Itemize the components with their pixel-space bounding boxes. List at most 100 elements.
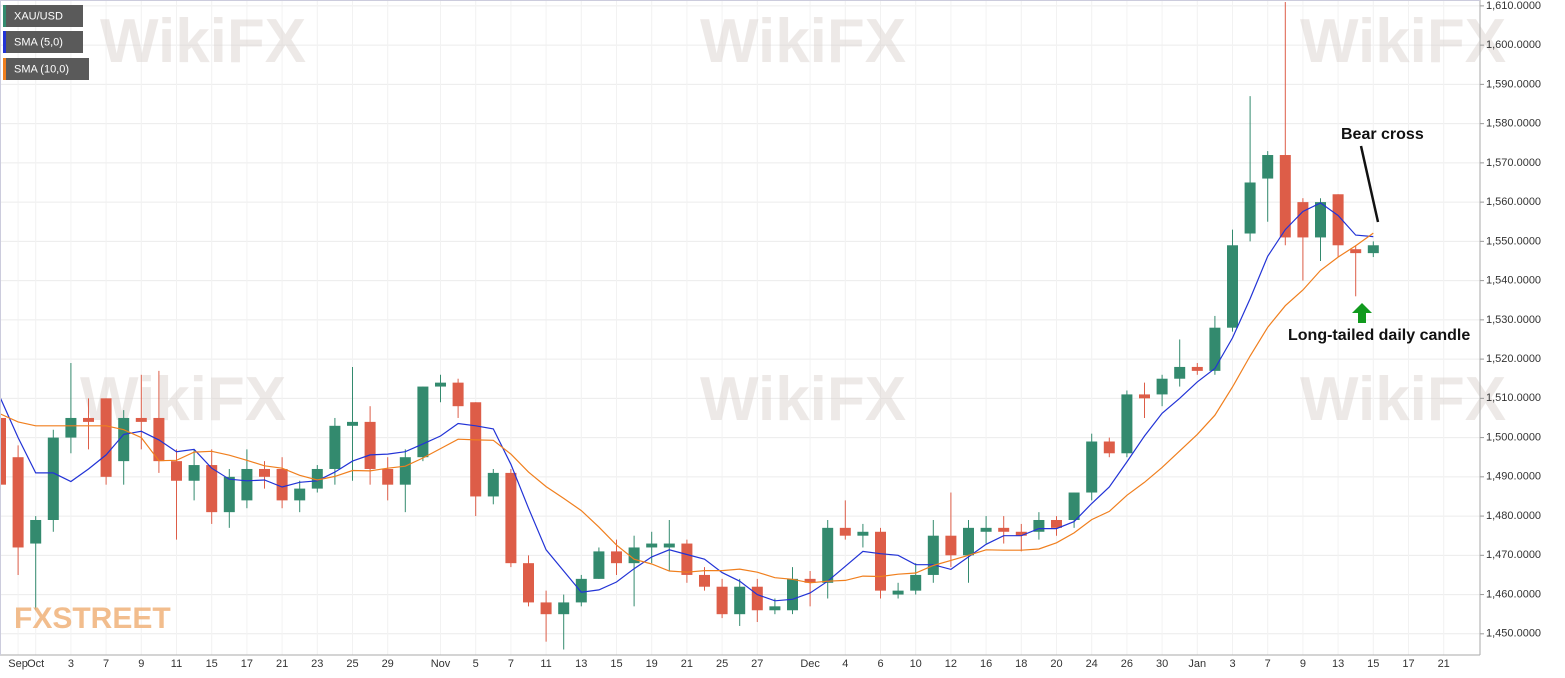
legend-label: SMA (5,0) <box>14 36 63 48</box>
candle-body <box>1244 182 1256 234</box>
candle-body <box>347 421 358 426</box>
x-tick-label: 16 <box>980 658 992 670</box>
x-tick-label: 21 <box>276 658 288 670</box>
watermark: WikiFX <box>1300 7 1506 76</box>
candle-body <box>1015 531 1027 536</box>
candle-body <box>259 468 270 477</box>
watermark: WikiFX <box>700 365 906 434</box>
candle-body <box>963 527 974 556</box>
candle-body <box>1051 519 1062 528</box>
legend-swatch <box>3 31 6 53</box>
x-tick-label: 5 <box>473 658 479 670</box>
x-tick-label: 19 <box>646 658 658 670</box>
candle-body <box>65 417 77 438</box>
x-tick-label: 25 <box>346 658 358 670</box>
y-tick-label: 1,490.0000 <box>1486 471 1541 483</box>
candle-body <box>751 586 763 611</box>
candle-body <box>135 417 147 422</box>
candle-body <box>857 531 869 536</box>
x-tick-label: 7 <box>103 658 109 670</box>
x-tick-label: 9 <box>1300 658 1306 670</box>
candle-body <box>910 574 922 591</box>
x-tick-label: 23 <box>311 658 323 670</box>
x-tick-label: Oct <box>27 658 44 670</box>
x-tick-label: 21 <box>681 658 693 670</box>
candle-body <box>118 417 130 462</box>
plot-area <box>0 1 1379 650</box>
candle-body <box>1086 441 1098 493</box>
candle-body <box>1332 194 1344 246</box>
candle-body <box>1121 394 1133 454</box>
candle-body <box>1103 441 1115 454</box>
candle-body <box>681 543 693 575</box>
x-tick-label: 6 <box>877 658 883 670</box>
x-tick-label: 9 <box>138 658 144 670</box>
y-tick-label: 1,600.0000 <box>1486 39 1541 51</box>
x-tick-label: 21 <box>1438 658 1450 670</box>
legend: XAU/USD SMA (5,0) SMA (10,0) <box>3 5 89 80</box>
x-tick-label: 17 <box>241 658 253 670</box>
candle-body <box>188 465 200 481</box>
candle-body <box>945 535 957 556</box>
x-tick-label: 29 <box>382 658 394 670</box>
x-tick-label: 26 <box>1121 658 1133 670</box>
sma-line <box>0 202 1374 602</box>
candle-body <box>1191 366 1203 371</box>
y-tick-label: 1,580.0000 <box>1486 118 1541 130</box>
candle-body <box>540 602 552 615</box>
candle-body <box>1174 366 1186 379</box>
candle-body <box>399 457 411 485</box>
x-tick-label: 4 <box>842 658 848 670</box>
candle-body <box>12 457 24 548</box>
candle-body <box>1139 394 1150 399</box>
y-tick-label: 1,470.0000 <box>1486 549 1541 561</box>
candle-body <box>575 578 587 603</box>
y-tick-label: 1,560.0000 <box>1486 196 1541 208</box>
legend-label: SMA (10,0) <box>14 63 69 75</box>
candle-body <box>646 543 658 548</box>
y-tick-label: 1,520.0000 <box>1486 353 1541 365</box>
x-tick-label: Dec <box>800 658 820 670</box>
candle-body <box>241 468 253 501</box>
x-tick-label: Nov <box>431 658 451 670</box>
candle-body <box>1350 249 1362 254</box>
x-tick-label: 24 <box>1086 658 1098 670</box>
x-tick-label: 17 <box>1402 658 1414 670</box>
x-tick-label: 10 <box>910 658 922 670</box>
candle-body <box>1068 492 1080 520</box>
legend-swatch <box>3 5 6 27</box>
x-tick-label: 12 <box>945 658 957 670</box>
candle-body <box>1262 155 1274 179</box>
x-tick-label: 25 <box>716 658 728 670</box>
candle-body <box>171 461 182 481</box>
candle-body <box>980 527 992 532</box>
sma-line <box>0 232 1374 584</box>
candle-body <box>206 465 218 513</box>
candle-body <box>30 519 42 544</box>
x-tick-label: 11 <box>540 658 551 670</box>
x-tick-label: 11 <box>171 658 182 670</box>
legend-box <box>3 5 83 27</box>
candle-body <box>769 606 781 611</box>
x-tick-label: 27 <box>751 658 763 670</box>
candle-body <box>1156 378 1168 395</box>
y-tick-label: 1,510.0000 <box>1486 392 1541 404</box>
watermark: WikiFX <box>700 7 906 76</box>
y-tick-label: 1,460.0000 <box>1486 588 1541 600</box>
watermark: WikiFX <box>100 7 306 76</box>
y-tick-label: 1,480.0000 <box>1486 510 1541 522</box>
candle-body <box>734 586 746 615</box>
x-tick-label: 20 <box>1050 658 1062 670</box>
annotation: Long-tailed daily candle <box>1288 327 1470 344</box>
candle-body <box>927 535 939 575</box>
candle-body <box>804 578 816 583</box>
candle-body <box>787 578 798 611</box>
x-tick-label: 13 <box>1332 658 1344 670</box>
x-tick-label: 15 <box>206 658 218 670</box>
candle-body <box>998 527 1010 532</box>
candle-body <box>83 417 94 422</box>
annotation-pointer <box>1359 145 1380 223</box>
watermark: WikiFX <box>80 365 286 434</box>
legend-label: XAU/USD <box>14 10 63 22</box>
y-tick-label: 1,590.0000 <box>1486 78 1541 90</box>
